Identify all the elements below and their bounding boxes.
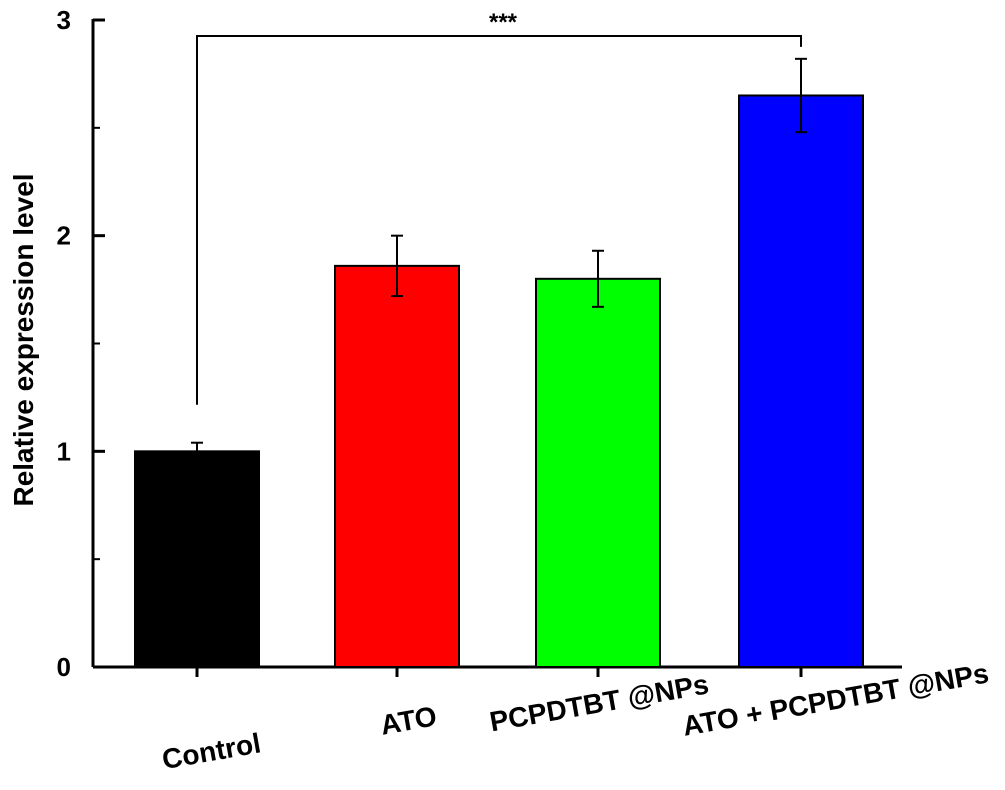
bar-ato-pcpdtbt-nps bbox=[738, 94, 864, 668]
x-tick-label: ATO bbox=[378, 700, 439, 740]
y-tick-label: 1 bbox=[57, 436, 71, 466]
x-tick-label: ATO + PCPDTBT @NPs bbox=[680, 657, 991, 741]
significance-annotation: *** bbox=[196, 9, 802, 405]
bar-pcpdtbt-nps bbox=[535, 277, 661, 668]
y-tick-label: 3 bbox=[57, 5, 71, 35]
bar-control bbox=[134, 450, 260, 669]
significance-bracket bbox=[196, 35, 802, 405]
x-tick-label: Control bbox=[160, 727, 263, 775]
bars bbox=[134, 94, 864, 669]
significance-label: *** bbox=[489, 9, 518, 36]
error-bars bbox=[191, 57, 807, 461]
bar-ato bbox=[334, 264, 460, 668]
y-tick-label: 2 bbox=[57, 221, 71, 251]
x-tick-label: PCPDTBT @NPs bbox=[487, 668, 711, 737]
y-tick-label: 0 bbox=[57, 652, 71, 682]
y-axis-label: Relative expression level bbox=[8, 173, 39, 506]
